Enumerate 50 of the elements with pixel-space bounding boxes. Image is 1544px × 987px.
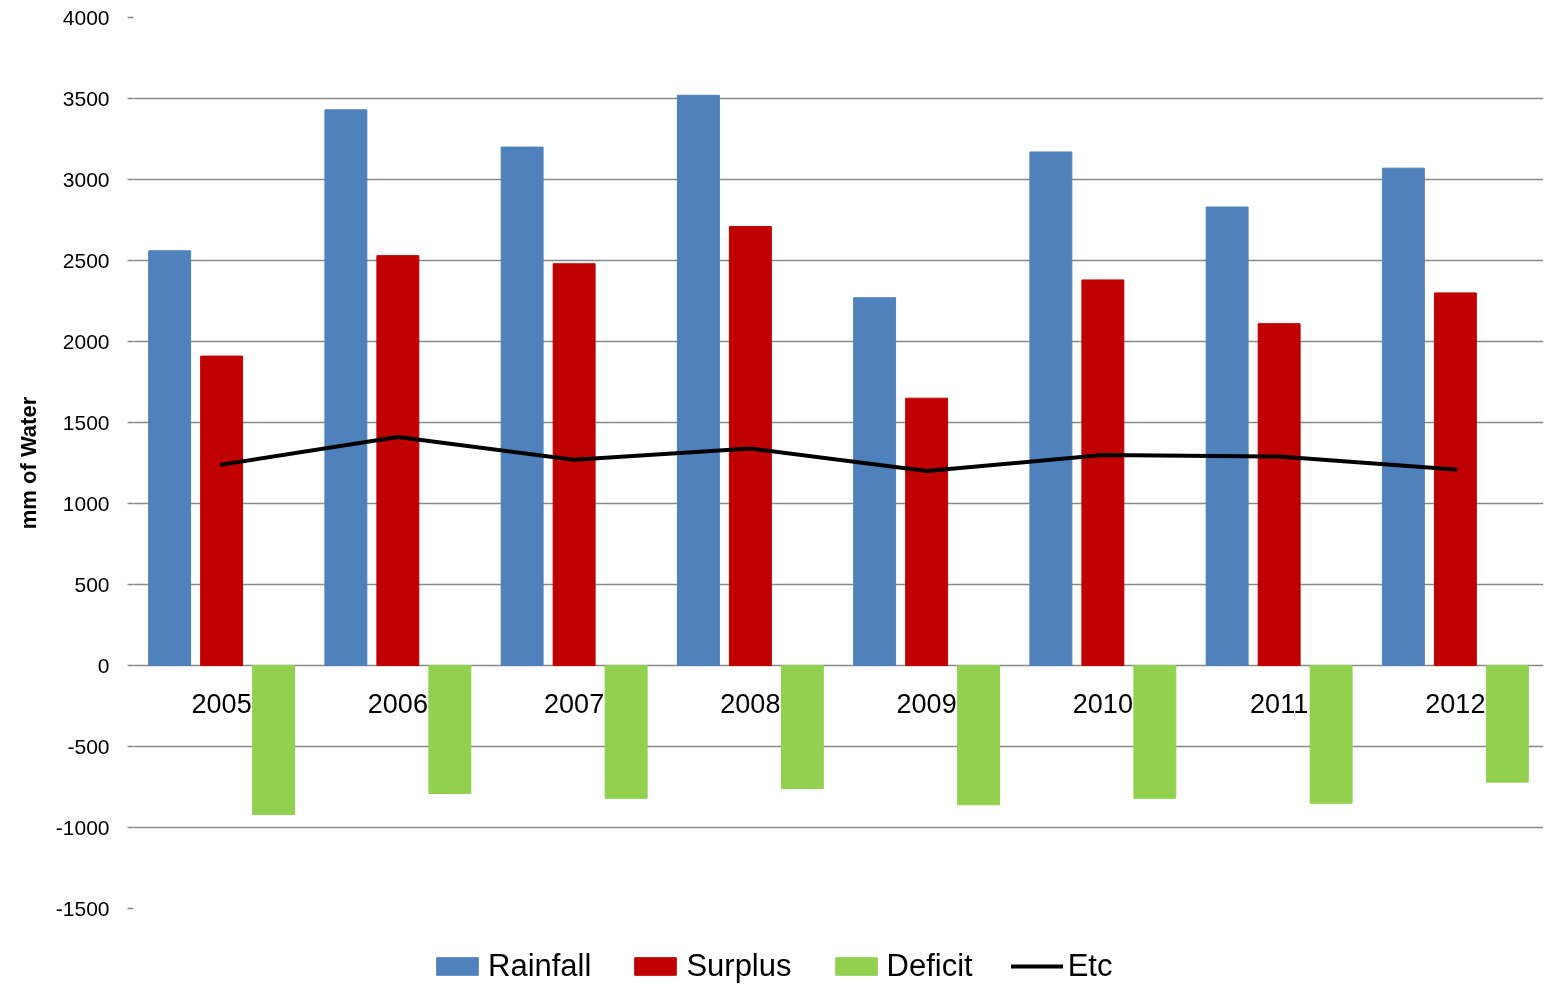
legend-label: Rainfall xyxy=(488,948,592,984)
x-tick-label: 2008 xyxy=(720,688,781,719)
bar xyxy=(500,146,544,666)
bar xyxy=(148,250,192,666)
bar xyxy=(200,355,244,666)
x-tick-label: 2007 xyxy=(544,688,605,719)
y-tick-label: 3000 xyxy=(62,167,110,191)
y-tick-label: 500 xyxy=(74,572,110,596)
y-axis-title: mm of Water xyxy=(15,396,41,530)
bar xyxy=(324,109,368,666)
y-tick-label: 0 xyxy=(97,653,110,677)
bar xyxy=(1133,665,1177,799)
y-tick-label: -1500 xyxy=(55,896,110,920)
x-tick-label: 2012 xyxy=(1425,688,1486,719)
bar xyxy=(676,94,720,666)
bar xyxy=(376,255,420,666)
bar xyxy=(1309,665,1353,804)
x-tick-label: 2005 xyxy=(191,688,252,719)
y-tick-label: 3500 xyxy=(62,86,110,110)
x-tick-label: 2009 xyxy=(896,688,957,719)
bar xyxy=(1081,279,1125,666)
bar xyxy=(728,225,772,666)
y-tick-label: 2500 xyxy=(62,248,110,272)
y-tick-label: -500 xyxy=(67,734,110,758)
bar xyxy=(905,397,949,666)
legend-label: Deficit xyxy=(886,948,973,984)
bar xyxy=(780,665,824,790)
y-tick-label: -1000 xyxy=(55,815,110,839)
y-tick-label: 1000 xyxy=(62,491,110,515)
x-tick-label: 2011 xyxy=(1250,688,1309,719)
bar xyxy=(957,665,1001,806)
bar xyxy=(1205,206,1249,666)
bar xyxy=(1029,151,1073,666)
y-tick-label: 1500 xyxy=(62,410,110,434)
y-tick-label: 2000 xyxy=(62,329,110,353)
x-tick-label: 2010 xyxy=(1072,688,1133,719)
line-series xyxy=(219,435,1458,474)
y-tick-label: 4000 xyxy=(62,5,110,29)
bar xyxy=(252,665,296,816)
bar xyxy=(552,263,596,666)
legend-label: Surplus xyxy=(686,948,792,984)
bar xyxy=(1485,665,1529,783)
bar xyxy=(428,665,472,794)
bar xyxy=(1433,292,1477,666)
bar xyxy=(1381,167,1425,666)
bar xyxy=(604,665,648,799)
bar xyxy=(1257,323,1301,666)
x-tick-label: 2006 xyxy=(367,688,428,719)
bar xyxy=(853,297,897,666)
legend-label: Etc xyxy=(1067,948,1113,984)
